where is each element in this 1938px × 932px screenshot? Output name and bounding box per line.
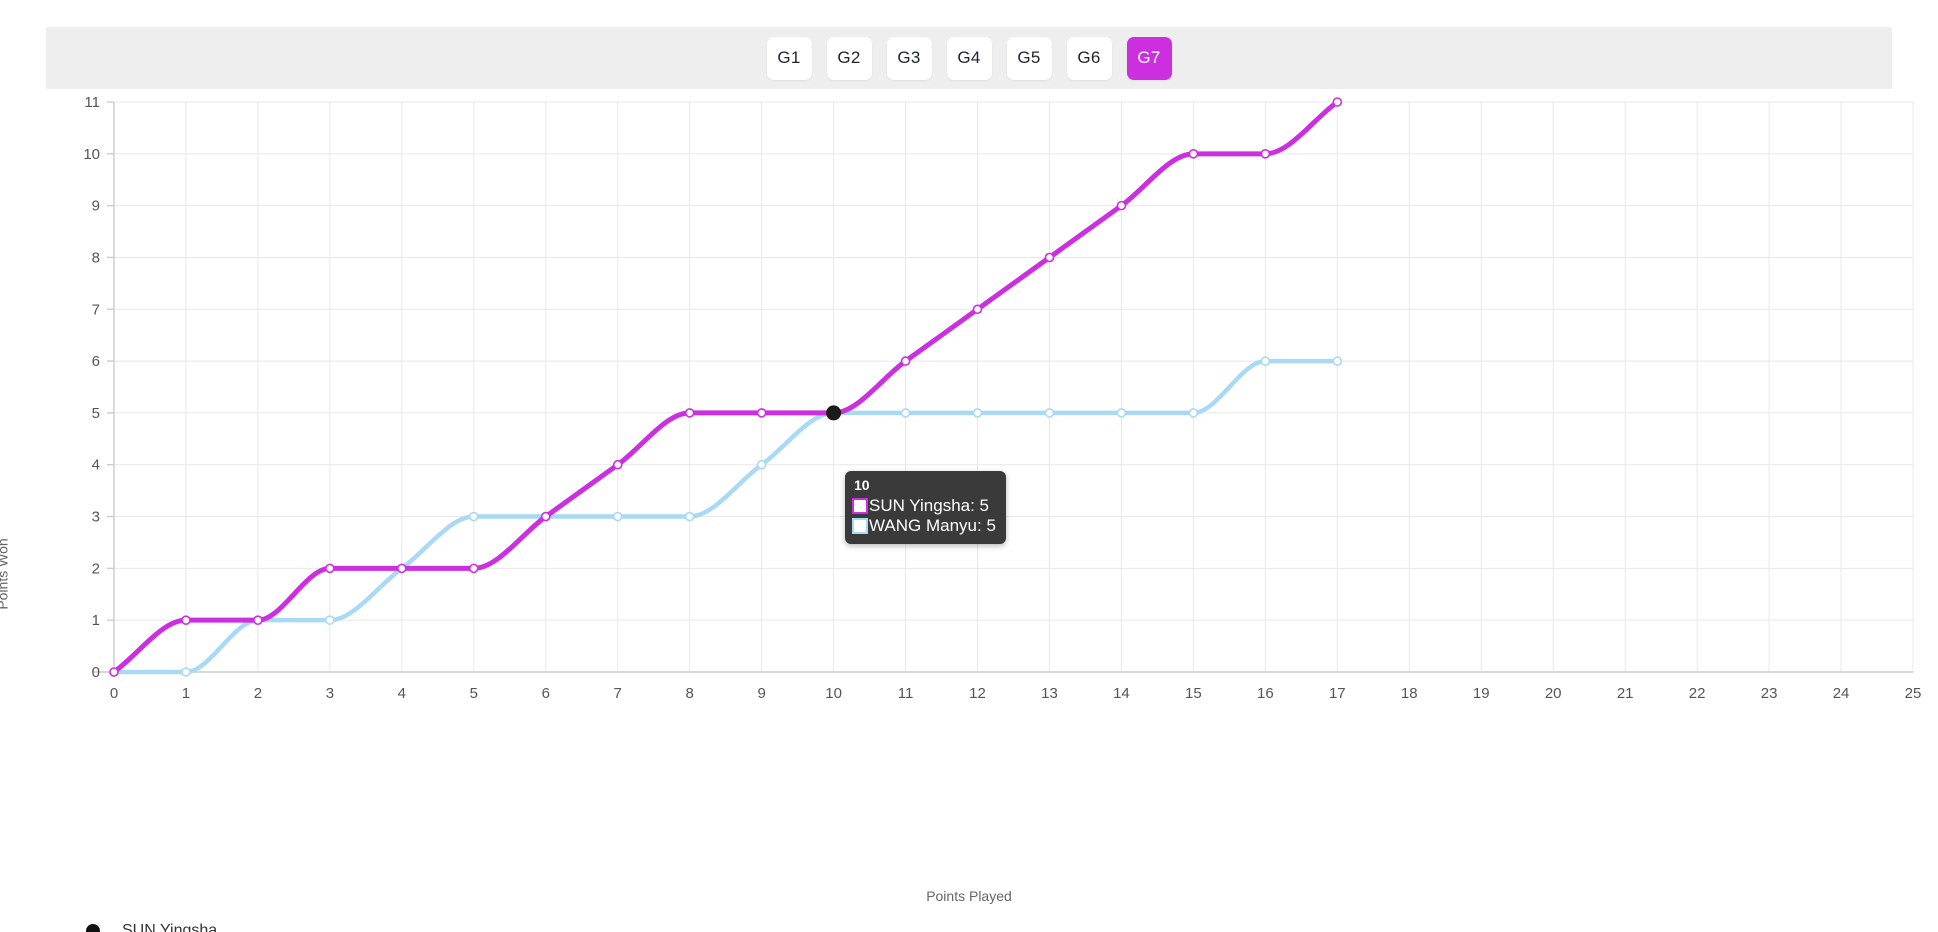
game-button-g5[interactable]: G5	[1006, 36, 1052, 80]
data-point-marker[interactable]	[612, 511, 623, 522]
tooltip-series-label: SUN Yingsha: 5	[869, 495, 990, 515]
tooltip-row: WANG Manyu: 5	[852, 516, 996, 536]
x-tick-label: 24	[1833, 685, 1850, 702]
x-tick-label: 3	[326, 685, 334, 702]
x-tick-label: 17	[1329, 685, 1346, 702]
y-tick-label: 8	[92, 249, 100, 266]
data-point-marker[interactable]	[1116, 408, 1127, 418]
y-tick-label: 3	[92, 509, 100, 526]
x-tick-label: 8	[686, 685, 694, 702]
x-tick-label: 6	[542, 685, 550, 702]
x-tick-label: 23	[1761, 685, 1778, 702]
x-tick-label: 21	[1617, 685, 1634, 702]
game-button-g7[interactable]: G7	[1126, 36, 1172, 80]
x-tick-label: 19	[1473, 685, 1490, 702]
x-tick-label: 11	[898, 685, 914, 702]
data-point-marker[interactable]	[1116, 200, 1127, 211]
data-point-marker[interactable]	[325, 563, 335, 574]
y-tick-label: 1	[92, 612, 100, 629]
data-point-marker[interactable]	[181, 667, 191, 677]
y-tick-label: 6	[92, 353, 100, 370]
y-axis-title: Points Won	[0, 538, 11, 610]
data-point-marker[interactable]	[253, 615, 263, 625]
highlighted-data-point[interactable]	[826, 405, 842, 421]
series-line-sun-yingsha	[111, 99, 1340, 675]
data-point-marker[interactable]	[1044, 408, 1055, 418]
data-point-marker[interactable]	[756, 408, 767, 418]
data-point-marker[interactable]	[1260, 149, 1271, 159]
series-line-wang-manyu	[111, 358, 1340, 675]
chart-tooltip: 10 SUN Yingsha: 5 WANG Manyu: 5	[845, 471, 1006, 544]
x-tick-label: 20	[1545, 685, 1562, 702]
data-point-marker[interactable]	[181, 615, 191, 625]
data-point-marker[interactable]	[612, 459, 623, 470]
game-button-g3[interactable]: G3	[886, 36, 932, 80]
data-point-marker[interactable]	[756, 459, 767, 470]
data-point-marker[interactable]	[1188, 149, 1199, 159]
data-point-marker[interactable]	[109, 667, 119, 677]
data-point-marker[interactable]	[397, 563, 407, 574]
y-tick-label: 11	[84, 96, 100, 111]
x-tick-label: 0	[110, 685, 118, 702]
y-tick-label: 10	[83, 146, 100, 163]
legend-label: SUN Yingsha	[122, 922, 218, 932]
x-tick-label: 18	[1401, 685, 1418, 702]
x-tick-label: 9	[757, 685, 765, 702]
x-tick-label: 14	[1113, 685, 1130, 702]
game-button-g6[interactable]: G6	[1066, 36, 1112, 80]
game-button-g4[interactable]: G4	[946, 36, 992, 80]
data-point-marker[interactable]	[900, 408, 911, 418]
data-point-marker[interactable]	[325, 615, 335, 625]
game-selector-bar: G1 G2 G3 G4 G5 G6 G7	[46, 27, 1892, 89]
x-tick-label: 25	[1905, 685, 1922, 702]
tooltip-rows: SUN Yingsha: 5 WANG Manyu: 5	[852, 496, 996, 536]
tooltip-color-swatch	[852, 517, 868, 534]
y-tick-label: 4	[92, 457, 100, 474]
x-tick-label: 1	[182, 685, 190, 702]
y-tick-label: 2	[92, 560, 100, 577]
data-point-marker[interactable]	[468, 563, 479, 574]
tooltip-series-label: WANG Manyu: 5	[869, 515, 996, 535]
data-point-marker[interactable]	[1188, 408, 1199, 418]
y-tick-label: 7	[92, 301, 100, 318]
x-tick-label: 7	[614, 685, 622, 702]
chart-container: 0 1 2 3 4 5 6 7 8 9 10 11 0 1 2 3 4 5 6 7 8 9 10 11 12 13 14 15 16 17…	[0, 96, 1938, 932]
y-tick-label: 5	[92, 405, 100, 422]
data-point-marker[interactable]	[540, 511, 551, 522]
chart-legend: SUN Yingsha	[86, 922, 217, 932]
x-tick-label: 5	[470, 685, 478, 702]
y-tick-label: 9	[92, 198, 100, 215]
game-button-g1[interactable]: G1	[766, 36, 812, 80]
data-point-marker[interactable]	[1044, 252, 1055, 263]
tooltip-color-swatch	[852, 497, 868, 514]
x-tick-label: 22	[1689, 685, 1706, 702]
data-point-marker[interactable]	[900, 356, 911, 366]
data-point-marker[interactable]	[972, 304, 983, 315]
x-tick-label: 2	[254, 685, 262, 702]
x-axis-title: Points Played	[926, 888, 1012, 904]
data-point-marker[interactable]	[1332, 356, 1343, 366]
data-point-marker[interactable]	[684, 511, 695, 522]
data-point-marker[interactable]	[972, 408, 983, 418]
x-tick-label: 4	[398, 685, 406, 702]
data-point-marker[interactable]	[1332, 97, 1343, 107]
tooltip-title: 10	[854, 477, 870, 493]
x-tick-label: 13	[1041, 685, 1058, 702]
data-point-marker[interactable]	[1260, 356, 1271, 366]
data-point-marker[interactable]	[684, 408, 695, 418]
game-button-g2[interactable]: G2	[826, 36, 872, 80]
x-tick-label: 10	[825, 685, 842, 702]
tooltip-row: SUN Yingsha: 5	[852, 496, 996, 516]
data-point-marker[interactable]	[468, 511, 479, 522]
y-tick-label: 0	[92, 664, 100, 681]
legend-marker-icon	[86, 924, 100, 932]
x-tick-label: 15	[1185, 685, 1202, 702]
x-tick-label: 16	[1257, 685, 1274, 702]
legend-item[interactable]: SUN Yingsha	[86, 922, 217, 932]
x-tick-label: 12	[969, 685, 986, 702]
